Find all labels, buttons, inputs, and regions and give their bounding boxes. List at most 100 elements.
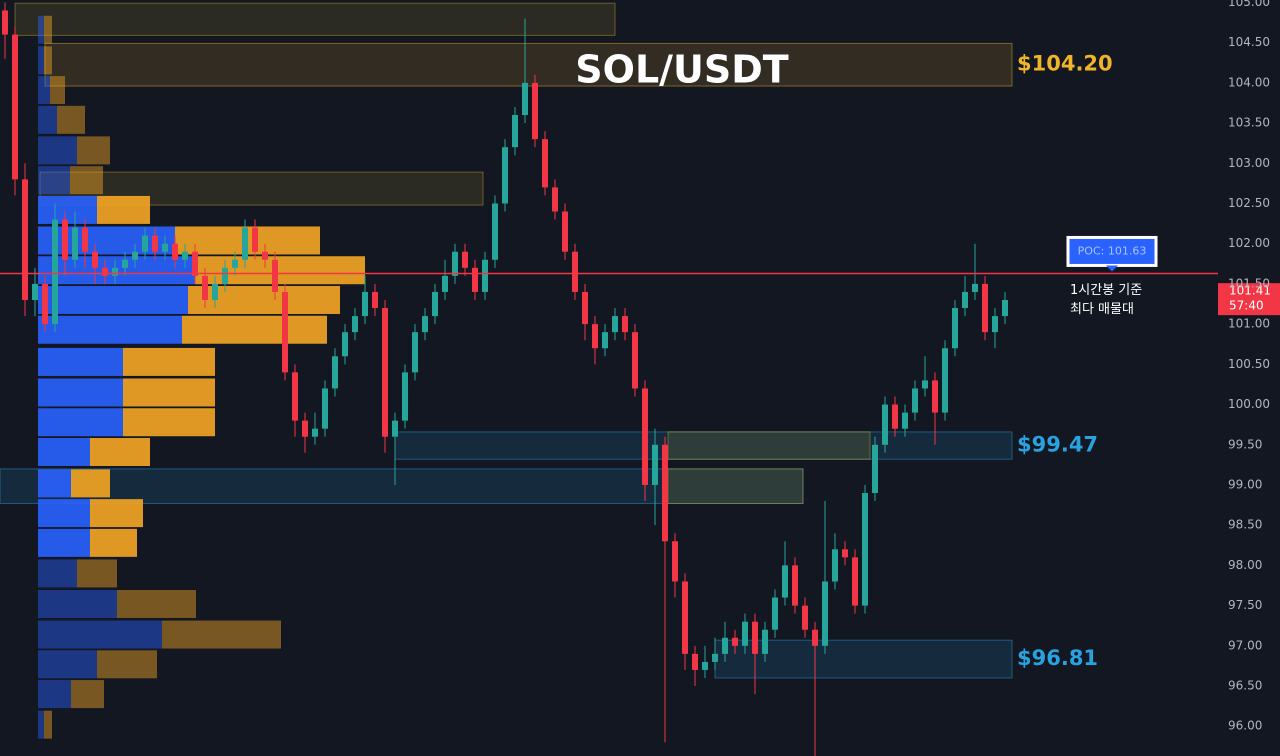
candle-body xyxy=(762,629,768,654)
chart-title: SOL/USDT xyxy=(575,48,789,92)
candle-body xyxy=(672,541,678,582)
candle-body xyxy=(302,420,308,437)
profile-buy xyxy=(38,105,57,134)
candle-body xyxy=(332,356,338,389)
candle-body xyxy=(902,412,908,429)
candle-body xyxy=(372,291,378,309)
candle-body xyxy=(692,653,698,670)
profile-buy xyxy=(38,680,71,709)
candle-body xyxy=(912,388,918,413)
profile-buy xyxy=(38,285,188,314)
zone xyxy=(394,431,1013,460)
profile-buy xyxy=(38,437,90,466)
profile-sell xyxy=(71,680,104,709)
y-tick-label: 97.00 xyxy=(1228,638,1262,652)
candle-body xyxy=(312,428,318,437)
candle-body xyxy=(542,139,548,188)
profile-sell xyxy=(188,285,340,314)
profile-buy xyxy=(38,528,90,557)
y-tick-label: 102.50 xyxy=(1228,196,1270,210)
candle-body xyxy=(272,259,278,292)
y-tick-label: 103.00 xyxy=(1228,156,1270,170)
candle-body xyxy=(42,283,48,325)
profile-buy xyxy=(38,15,44,44)
candle-body xyxy=(552,187,558,212)
candle-body xyxy=(802,605,808,630)
candle-body xyxy=(712,653,718,662)
candle-body xyxy=(992,316,998,333)
candle-body xyxy=(262,251,268,260)
profile-sell xyxy=(123,408,215,437)
candle-body xyxy=(642,388,648,485)
candle-body xyxy=(922,380,928,389)
price-tag-countdown: 57:40 xyxy=(1229,299,1264,313)
profile-buy xyxy=(38,347,123,376)
candle-body xyxy=(402,372,408,421)
candle-body xyxy=(772,597,778,630)
candle-body xyxy=(2,10,8,35)
annotation: 최다 매물대 xyxy=(1070,302,1134,317)
candle-body xyxy=(82,227,88,252)
candle-body xyxy=(352,316,358,333)
candle-body xyxy=(652,444,658,485)
y-tick-label: 96.50 xyxy=(1228,679,1262,693)
candles xyxy=(2,2,1008,756)
y-tick-label: 104.50 xyxy=(1228,35,1270,49)
zone xyxy=(0,468,804,504)
candle-body xyxy=(342,332,348,357)
candle-body xyxy=(742,621,748,646)
candle-body xyxy=(72,227,78,260)
candle-body xyxy=(622,316,628,333)
candle-body xyxy=(932,380,938,413)
candle-body xyxy=(382,308,388,437)
candle-body xyxy=(702,661,708,670)
zones: $104.20 $99.47 $96.81 xyxy=(0,2,1113,679)
y-tick-label: 102.00 xyxy=(1228,236,1270,250)
profile-sell xyxy=(44,46,52,75)
price-tag-value: 101.41 xyxy=(1229,284,1271,298)
profile-sell xyxy=(195,256,365,285)
candle-body xyxy=(682,581,688,654)
candle-body xyxy=(472,267,478,292)
profile-sell xyxy=(90,499,143,528)
profile-sell xyxy=(44,15,52,44)
candle-body xyxy=(792,565,798,606)
candle-body xyxy=(852,557,858,606)
poc-box xyxy=(1066,235,1158,267)
y-tick-label: 100.50 xyxy=(1228,357,1270,371)
y-tick-label: 100.00 xyxy=(1228,397,1270,411)
candle-body xyxy=(842,549,848,558)
candle-body xyxy=(1002,299,1008,317)
y-tick-label: 99.50 xyxy=(1228,437,1262,451)
candle-body xyxy=(602,332,608,349)
profile-sell xyxy=(70,166,103,195)
profile-buy xyxy=(38,710,44,739)
zone-label: $96.81 xyxy=(1017,646,1098,670)
candle-body xyxy=(592,324,598,349)
candle-body xyxy=(952,308,958,349)
candle-body xyxy=(442,275,448,292)
profile-buy xyxy=(38,46,44,75)
candle-body xyxy=(722,637,728,654)
candle-body xyxy=(452,251,458,276)
candle-body xyxy=(562,211,568,252)
candle-body xyxy=(752,621,758,654)
zone xyxy=(44,42,1013,87)
candle-body xyxy=(862,493,868,606)
candle-body xyxy=(152,235,158,252)
profile-sell xyxy=(162,620,281,649)
candle-body xyxy=(172,243,178,260)
profile-sell xyxy=(90,437,150,466)
candle-body xyxy=(432,291,438,317)
candle-body xyxy=(812,629,818,646)
profile-sell xyxy=(44,710,52,739)
y-tick-label: 96.00 xyxy=(1228,719,1262,733)
candle-body xyxy=(92,251,98,268)
candle-body xyxy=(822,581,828,646)
candle-body xyxy=(522,82,528,116)
candle-body xyxy=(412,332,418,373)
candle-body xyxy=(502,147,508,204)
price-tag xyxy=(1218,283,1280,316)
profile-sell xyxy=(182,315,327,344)
